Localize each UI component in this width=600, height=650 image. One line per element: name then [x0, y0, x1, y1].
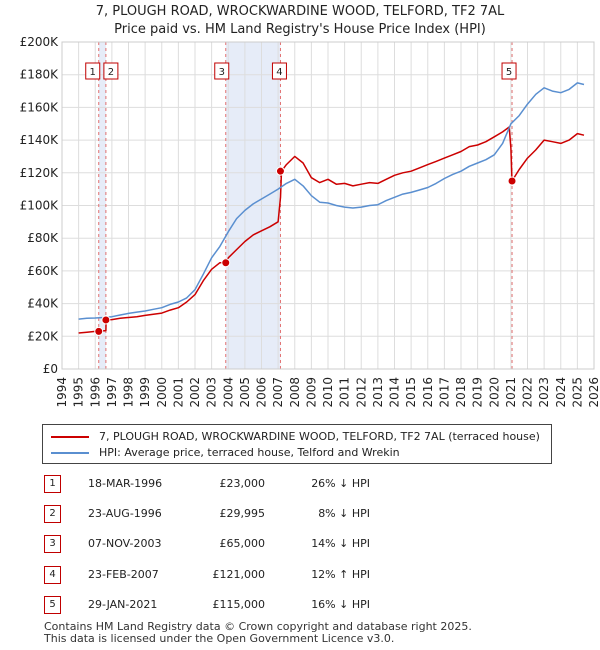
- transaction-row: 1 18-MAR-1996 £23,000 26% ↓ HPI: [0, 475, 600, 495]
- sale-point: [94, 326, 104, 336]
- x-tick-label: 2006: [255, 377, 269, 408]
- x-tick-label: 2010: [321, 377, 335, 408]
- hpi-line: [78, 82, 585, 320]
- x-tick-label: 1995: [72, 377, 86, 408]
- x-tick-label: 2008: [288, 377, 302, 408]
- x-tick-label: 1997: [105, 377, 119, 408]
- footer-licence: This data is licensed under the Open Gov…: [44, 632, 395, 645]
- y-tick-label: £200K: [20, 35, 60, 49]
- transaction-date: 23-AUG-1996: [88, 507, 162, 520]
- property-legend-label: 7, PLOUGH ROAD, WROCKWARDINE WOOD, TELFO…: [99, 430, 540, 443]
- x-tick-label: 2021: [504, 377, 518, 408]
- x-tick-label: 2003: [205, 377, 219, 408]
- x-tick-label: 2012: [354, 377, 368, 408]
- transaction-price: £29,995: [219, 507, 266, 520]
- x-tick-label: 2018: [454, 377, 468, 408]
- x-tick-label: 1998: [122, 377, 136, 408]
- transaction-badge: 3: [44, 535, 61, 553]
- x-tick-label: 2020: [487, 377, 501, 408]
- transaction-badge: 4: [44, 566, 61, 584]
- y-tick-label: £0: [43, 362, 58, 376]
- x-tick-label: 2025: [570, 377, 584, 408]
- transaction-row: 2 23-AUG-1996 £29,995 8% ↓ HPI: [0, 505, 600, 525]
- x-tick-label: 2017: [437, 377, 451, 408]
- transaction-price: £115,000: [212, 598, 266, 611]
- y-tick-label: £60K: [27, 264, 59, 278]
- x-tick-label: 2007: [271, 377, 285, 408]
- sale-label: 1: [90, 67, 96, 78]
- x-tick-label: 2001: [171, 377, 185, 408]
- sale-point: [275, 166, 285, 176]
- hpi-legend-label: HPI: Average price, terraced house, Telf…: [99, 446, 400, 459]
- transaction-price: £65,000: [219, 537, 266, 550]
- y-tick-label: £80K: [27, 231, 59, 245]
- footer-copyright: Contains HM Land Registry data © Crown c…: [44, 620, 472, 633]
- sale-label-box: [214, 62, 230, 80]
- sale-label-box: [103, 62, 119, 80]
- hpi-legend-line: [51, 451, 89, 454]
- transaction-badge: 2: [44, 505, 61, 523]
- y-tick-label: £160K: [20, 100, 60, 114]
- sale-point: [221, 258, 231, 268]
- x-tick-label: 2004: [221, 377, 235, 408]
- x-tick-label: 2009: [304, 377, 318, 408]
- transaction-row: 5 29-JAN-2021 £115,000 16% ↓ HPI: [0, 596, 600, 616]
- transaction-badge: 5: [44, 596, 61, 614]
- chart-subtitle: Price paid vs. HM Land Registry's House …: [114, 22, 486, 37]
- transaction-price: £121,000: [212, 568, 266, 581]
- transaction-row: 4 23-FEB-2007 £121,000 12% ↑ HPI: [0, 566, 600, 586]
- property-price-line: [78, 126, 585, 334]
- transaction-hpi-delta: 12% ↑ HPI: [311, 568, 370, 581]
- transaction-date: 29-JAN-2021: [88, 598, 158, 611]
- x-tick-label: 1999: [138, 377, 152, 408]
- x-tick-label: 2022: [521, 377, 535, 408]
- transaction-date: 18-MAR-1996: [88, 477, 163, 490]
- transaction-hpi-delta: 8% ↓ HPI: [318, 507, 370, 520]
- y-tick-label: £20K: [27, 329, 59, 343]
- x-tick-label: 2014: [388, 377, 402, 408]
- sale-label: 3: [219, 67, 225, 78]
- x-tick-label: 2013: [371, 377, 385, 408]
- x-tick-label: 2016: [421, 377, 435, 408]
- x-tick-label: 2019: [471, 377, 485, 408]
- sale-point: [101, 315, 111, 325]
- legend: 7, PLOUGH ROAD, WROCKWARDINE WOOD, TELFO…: [42, 424, 552, 464]
- transaction-date: 07-NOV-2003: [88, 537, 162, 550]
- x-tick-label: 2024: [554, 377, 568, 408]
- x-tick-label: 2002: [188, 377, 202, 408]
- x-tick-label: 1996: [88, 377, 102, 408]
- chart-title: 7, PLOUGH ROAD, WROCKWARDINE WOOD, TELFO…: [95, 4, 505, 19]
- y-tick-label: £120K: [20, 166, 60, 180]
- x-tick-label: 2000: [155, 377, 169, 408]
- x-tick-label: 2005: [238, 377, 252, 408]
- y-tick-label: £40K: [27, 297, 59, 311]
- transaction-row: 3 07-NOV-2003 £65,000 14% ↓ HPI: [0, 535, 600, 555]
- sale-label-box: [271, 62, 287, 80]
- y-tick-label: £140K: [20, 133, 60, 147]
- y-tick-label: £100K: [20, 199, 60, 213]
- plot-frame: [61, 41, 595, 370]
- transaction-hpi-delta: 16% ↓ HPI: [311, 598, 370, 611]
- x-tick-label: 2015: [404, 377, 418, 408]
- y-tick-label: £180K: [20, 68, 60, 82]
- x-tick-label: 2023: [537, 377, 551, 408]
- sale-label: 5: [506, 67, 512, 78]
- price-chart: £0 £20K £40K £60K £80K £100K £120K £140K £160K £1…: [20, 35, 600, 408]
- x-tick-label: 2026: [587, 377, 600, 408]
- transaction-hpi-delta: 14% ↓ HPI: [311, 537, 370, 550]
- property-legend-line: [51, 435, 89, 438]
- transaction-badge: 1: [44, 475, 61, 493]
- x-tick-label: 1994: [55, 377, 69, 408]
- sale-label: 2: [108, 67, 114, 78]
- transaction-price: £23,000: [219, 477, 266, 490]
- x-tick-label: 2011: [338, 377, 352, 408]
- sale-label: 4: [276, 67, 282, 78]
- sale-label-box: [501, 62, 517, 80]
- sale-point: [507, 176, 517, 186]
- transaction-date: 23-FEB-2007: [88, 568, 159, 581]
- transaction-hpi-delta: 26% ↓ HPI: [311, 477, 370, 490]
- sale-label-box: [85, 62, 101, 80]
